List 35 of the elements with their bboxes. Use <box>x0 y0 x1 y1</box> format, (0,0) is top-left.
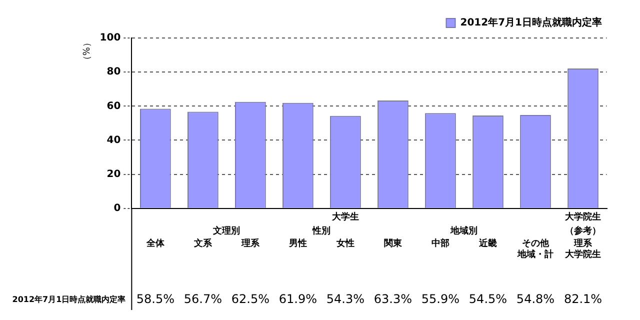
data-label: 55.9% <box>421 292 460 306</box>
text: 文理別 <box>212 226 240 237</box>
y-tick-label: 100 <box>100 32 121 44</box>
data-label: 56.7% <box>184 292 222 306</box>
data-label: 82.1% <box>564 292 602 306</box>
x-tick-label: 女性 <box>335 238 354 250</box>
y-tick-label: 40 <box>106 134 121 146</box>
x-tick-label: 関東 <box>384 238 403 250</box>
x-tick-label: 理系 <box>240 238 260 250</box>
legend-label: 2012年7月1日時点就職内定率 <box>460 16 602 29</box>
data-label: 54.3% <box>326 292 365 306</box>
x-tick-label: その他地域・計 <box>516 238 554 260</box>
text: 大学院生 <box>565 212 601 223</box>
y-axis-title: （%） <box>82 38 93 65</box>
x-tick-label: 男性 <box>288 238 307 250</box>
x-tick-label: 近畿 <box>478 238 497 250</box>
text: （参考） <box>565 226 601 237</box>
data-label: 61.9% <box>278 292 318 306</box>
y-tick-label: 60 <box>106 100 121 112</box>
x-tick-label: 全体 <box>145 238 166 250</box>
y-tick-label: 80 <box>106 66 121 78</box>
data-label: 58.5% <box>136 292 174 306</box>
data-label: 62.5% <box>231 292 270 306</box>
text: 2012年7月1日時点就職内定率 <box>12 295 126 304</box>
x-tick-label: 中部 <box>431 238 450 250</box>
text: 地域別 <box>450 226 478 237</box>
data-label: 63.3% <box>374 292 412 306</box>
y-tick-label: 0 <box>114 202 121 214</box>
text: 性別 <box>312 226 331 237</box>
y-tick-label: 20 <box>106 168 121 180</box>
data-label: 54.5% <box>468 292 508 306</box>
text: 大学生 <box>332 212 359 223</box>
x-tick-label: 理系 大学院生 <box>565 238 601 260</box>
x-tick-label: 文系 <box>192 238 213 250</box>
data-label: 54.8% <box>516 292 555 306</box>
